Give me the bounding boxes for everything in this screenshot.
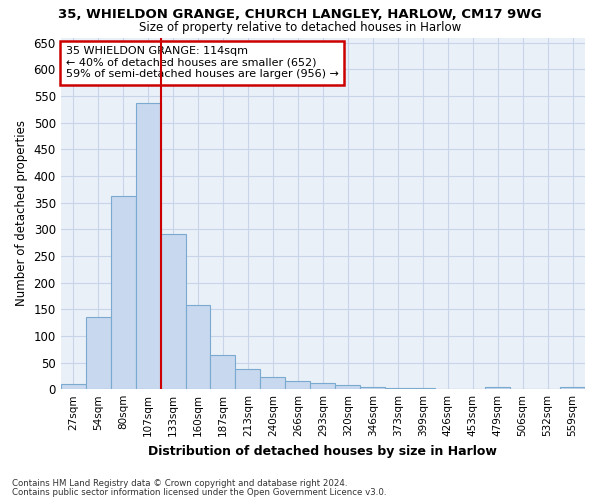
- Text: 35 WHIELDON GRANGE: 114sqm
← 40% of detached houses are smaller (652)
59% of sem: 35 WHIELDON GRANGE: 114sqm ← 40% of deta…: [66, 46, 339, 80]
- Bar: [410, 388, 435, 389]
- X-axis label: Distribution of detached houses by size in Harlow: Distribution of detached houses by size …: [148, 444, 497, 458]
- Bar: [161, 234, 185, 389]
- Bar: [286, 381, 310, 389]
- Bar: [61, 384, 86, 389]
- Bar: [110, 196, 136, 389]
- Text: Contains HM Land Registry data © Crown copyright and database right 2024.: Contains HM Land Registry data © Crown c…: [12, 479, 347, 488]
- Bar: [535, 388, 560, 389]
- Bar: [310, 383, 335, 389]
- Bar: [485, 387, 510, 389]
- Text: Contains public sector information licensed under the Open Government Licence v3: Contains public sector information licen…: [12, 488, 386, 497]
- Bar: [185, 305, 211, 389]
- Bar: [335, 385, 360, 389]
- Bar: [260, 378, 286, 389]
- Bar: [86, 317, 110, 389]
- Bar: [360, 386, 385, 389]
- Bar: [560, 387, 585, 389]
- Text: 35, WHIELDON GRANGE, CHURCH LANGLEY, HARLOW, CM17 9WG: 35, WHIELDON GRANGE, CHURCH LANGLEY, HAR…: [58, 8, 542, 20]
- Bar: [136, 103, 161, 389]
- Text: Size of property relative to detached houses in Harlow: Size of property relative to detached ho…: [139, 21, 461, 34]
- Bar: [385, 388, 410, 389]
- Bar: [435, 388, 460, 389]
- Bar: [211, 354, 235, 389]
- Y-axis label: Number of detached properties: Number of detached properties: [15, 120, 28, 306]
- Bar: [235, 369, 260, 389]
